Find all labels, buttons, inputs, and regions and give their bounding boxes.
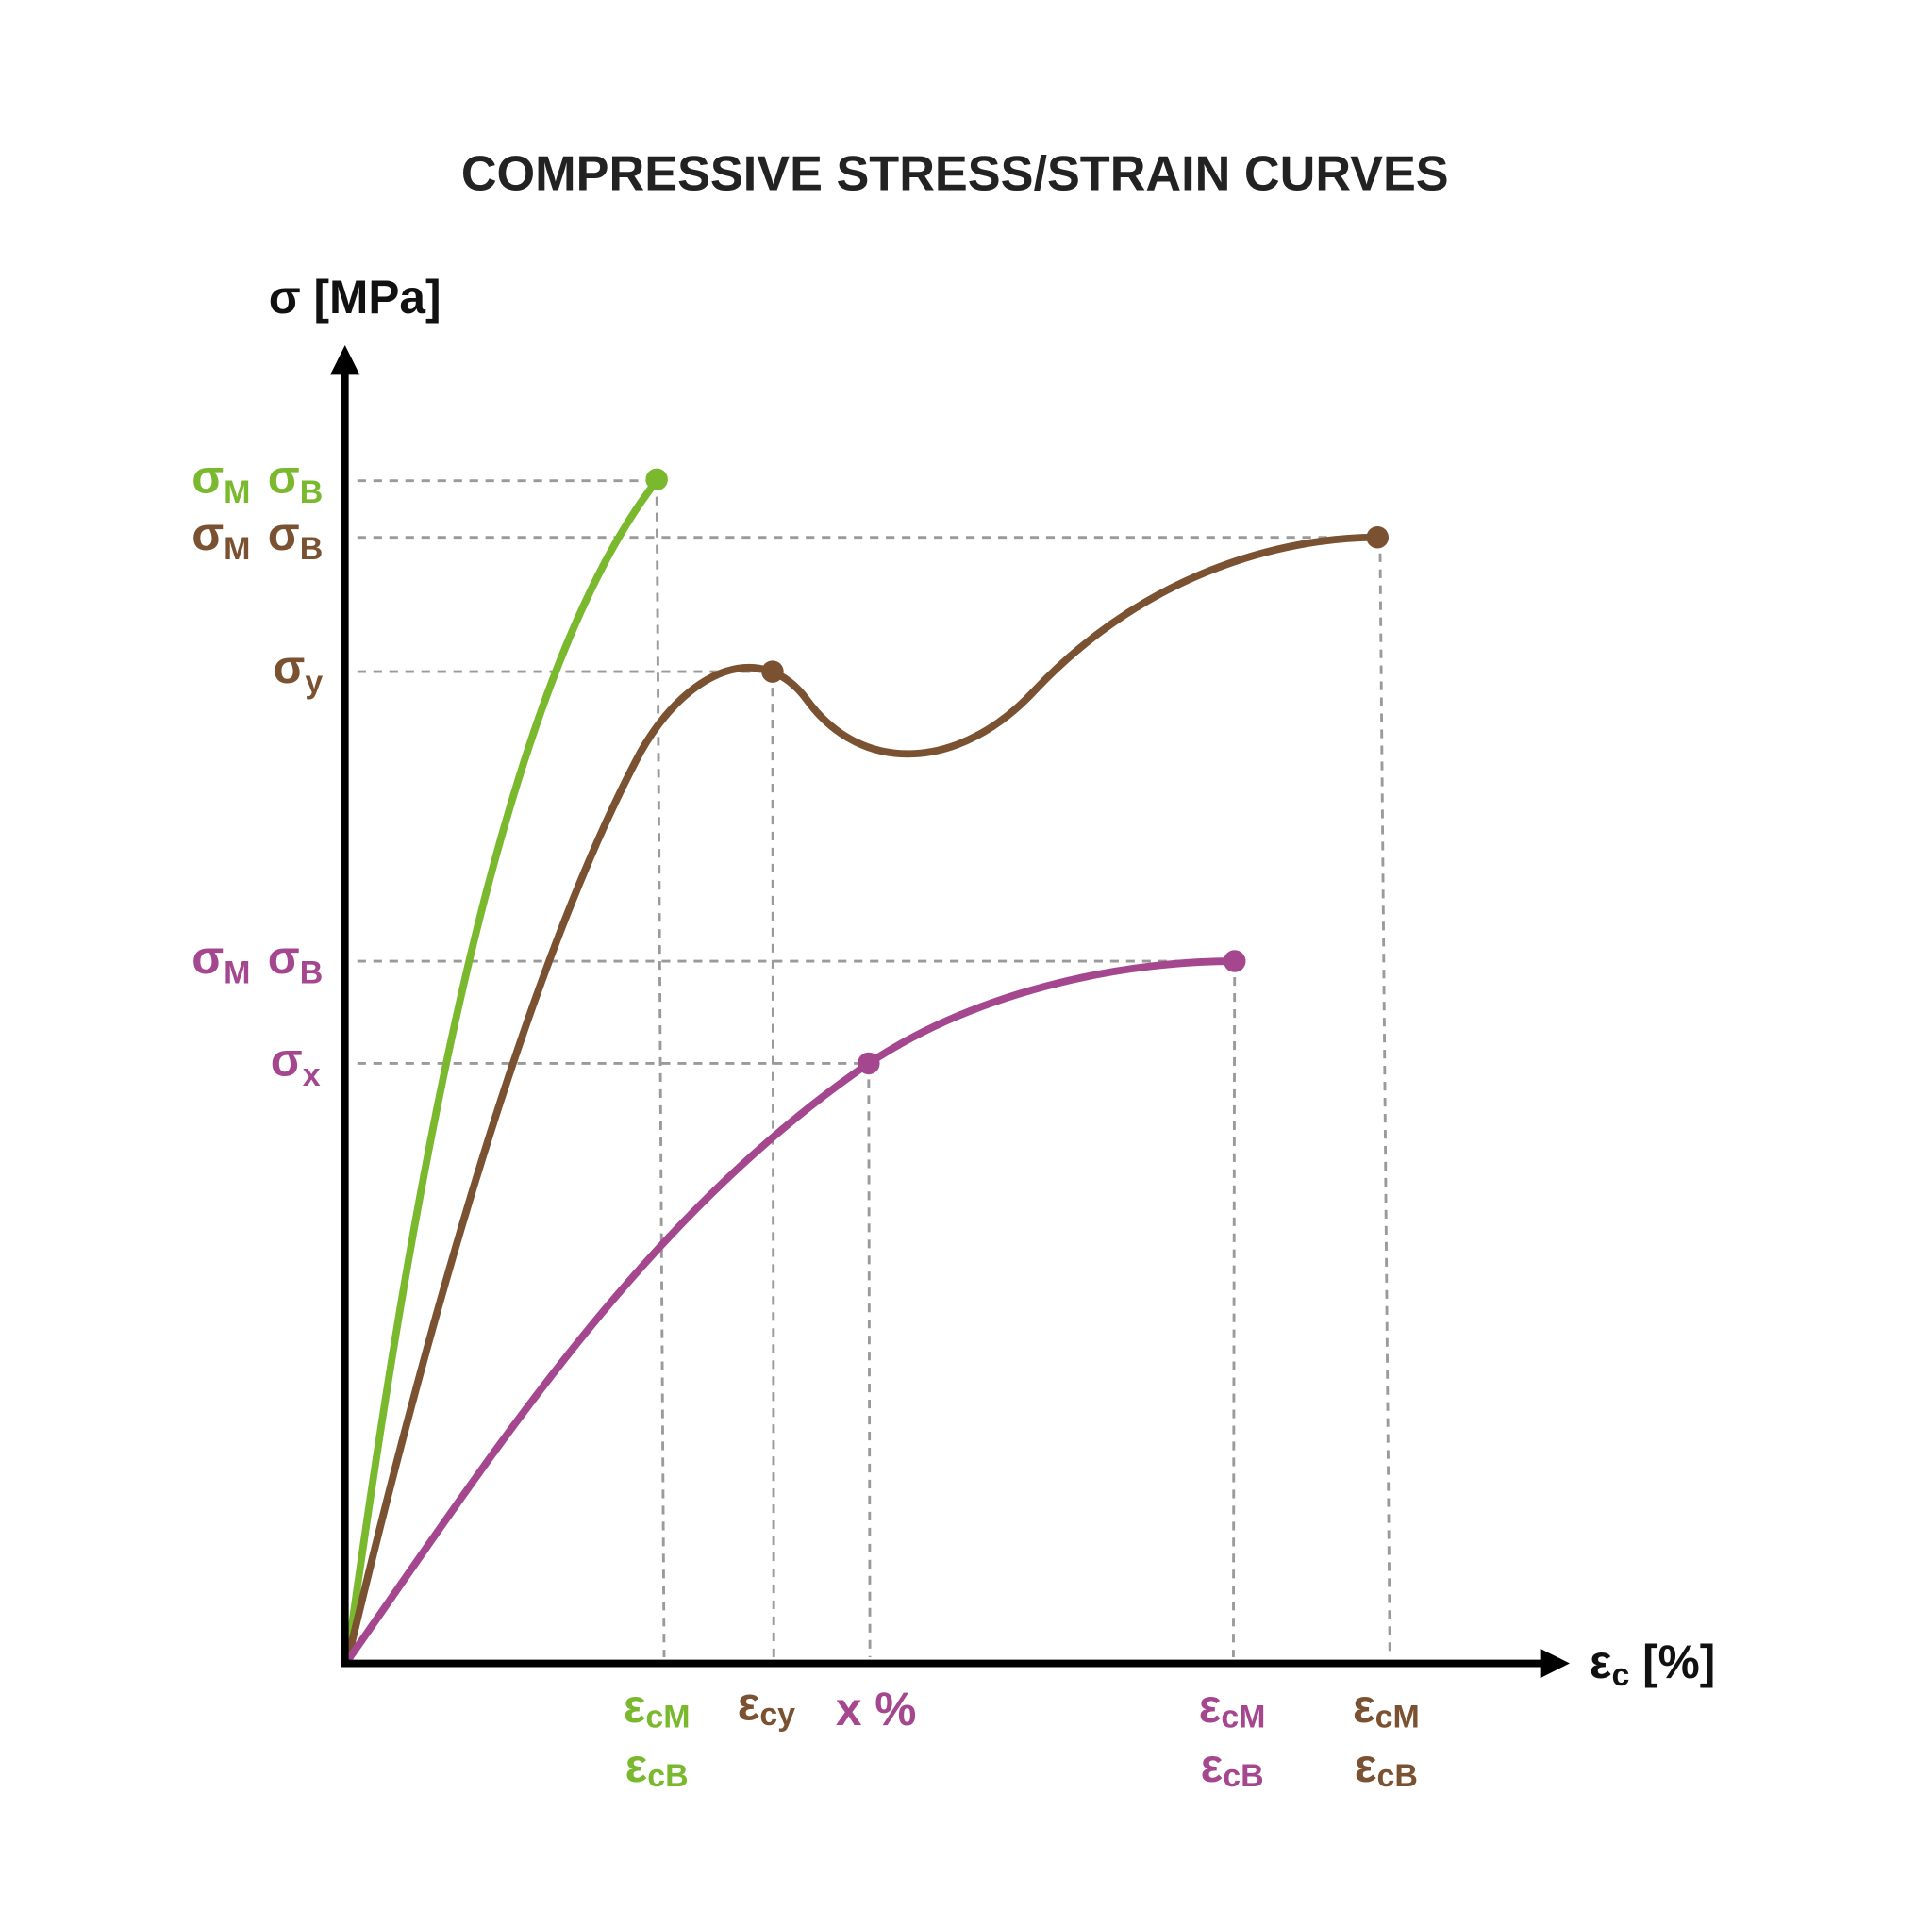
purple-strain-break-label: εcB xyxy=(1201,1739,1264,1794)
green-curve xyxy=(343,476,661,1661)
guide-purple-x-v xyxy=(867,1063,872,1658)
guide-brown-yield-v xyxy=(771,672,775,1658)
guide-purple-max-v xyxy=(1231,961,1237,1658)
chart-title: COMPRESSIVE STRESS/STRAIN CURVES xyxy=(461,146,1449,201)
green-max-break-label: σM σB xyxy=(192,451,323,510)
brown-curve xyxy=(343,533,1382,1665)
guide-green-v xyxy=(655,480,666,1658)
brown-yield-label: σy xyxy=(273,640,323,700)
green-strain-max-label: εcM xyxy=(624,1680,691,1735)
purple-curve xyxy=(343,957,1239,1665)
purple-strain-max-label: εcM xyxy=(1199,1680,1266,1735)
purple-x-percent-label: x % xyxy=(836,1683,917,1735)
brown-strain-max-label: εcM xyxy=(1353,1680,1420,1735)
purple-max-point xyxy=(1223,950,1246,972)
brown-yield-point xyxy=(761,660,784,683)
purple-max-break-label: σM σB xyxy=(192,931,323,990)
x-axis-label: εc [%] xyxy=(1590,1635,1715,1693)
purple-x-label: σx xyxy=(271,1034,321,1093)
brown-max-break-label: σM σB xyxy=(192,507,323,567)
y-axis-label: σ [MPa] xyxy=(269,271,441,324)
brown-strain-yield-label: εcy xyxy=(738,1678,795,1733)
brown-max-point xyxy=(1366,525,1389,549)
purple-x-point xyxy=(858,1052,880,1075)
brown-strain-break-label: εcB xyxy=(1355,1739,1418,1794)
green-strain-break-label: εcB xyxy=(625,1739,689,1794)
guide-brown-max-v xyxy=(1378,537,1391,1658)
green-max-point xyxy=(645,468,668,491)
